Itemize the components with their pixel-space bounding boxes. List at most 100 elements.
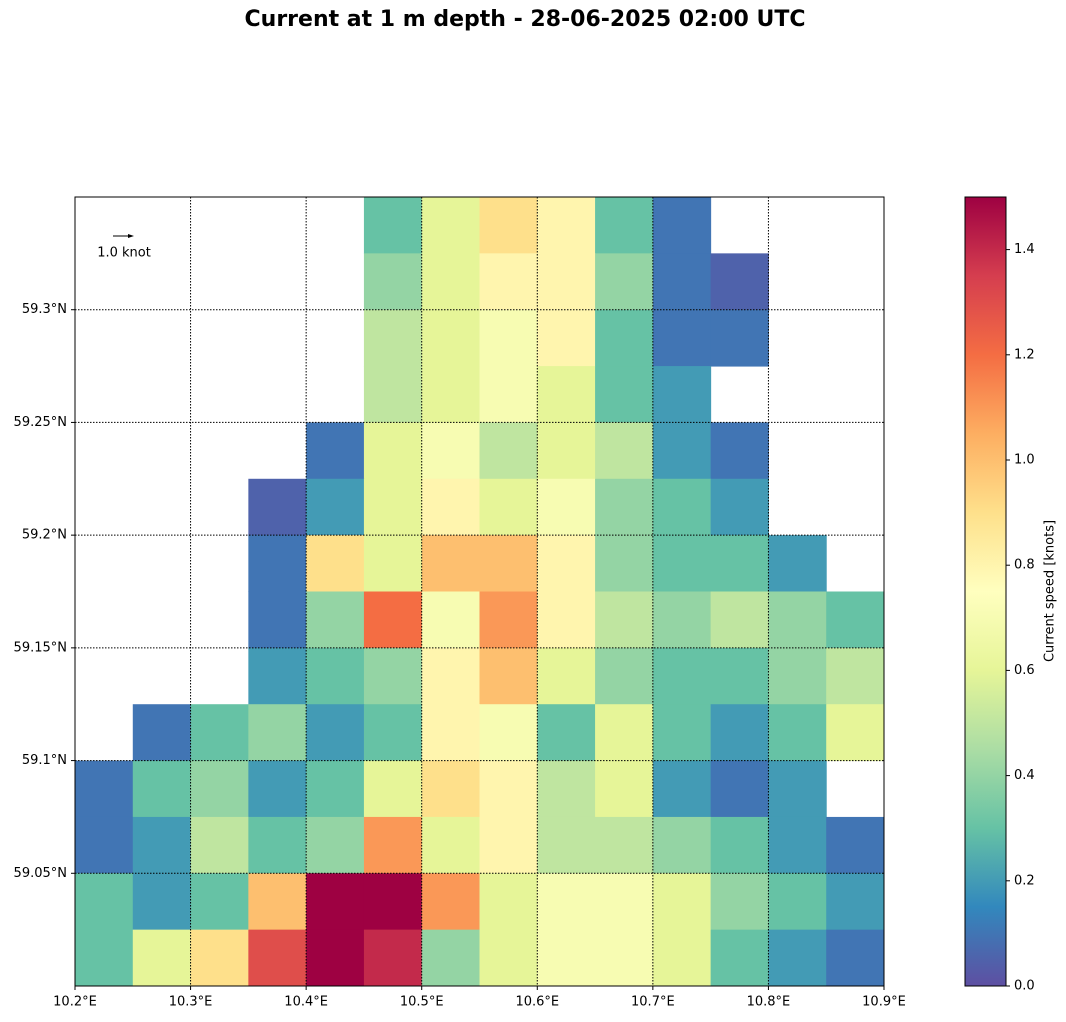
speed-cell bbox=[421, 760, 480, 818]
speed-cell bbox=[421, 197, 480, 254]
speed-cell bbox=[768, 816, 827, 874]
colorbar-tick-label: 0.4 bbox=[1014, 768, 1035, 783]
speed-cell bbox=[75, 760, 134, 818]
colorbar-label: Current speed [knots] bbox=[1043, 520, 1058, 662]
speed-cell bbox=[595, 816, 654, 874]
speed-cell bbox=[537, 478, 596, 536]
speed-cell bbox=[363, 197, 423, 254]
speed-cell bbox=[479, 309, 538, 367]
speed-cell bbox=[479, 873, 538, 931]
x-tick-label: 10.6°E bbox=[515, 995, 559, 1010]
speed-cell bbox=[710, 647, 769, 705]
speed-cell bbox=[75, 929, 134, 987]
speed-cell bbox=[768, 535, 827, 592]
colorbar-tick-label: 1.0 bbox=[1014, 453, 1035, 468]
speed-cell bbox=[652, 591, 712, 649]
speed-cell bbox=[826, 591, 885, 649]
speed-cell bbox=[479, 647, 538, 705]
speed-cell bbox=[826, 816, 885, 874]
speed-cell bbox=[75, 816, 134, 874]
speed-cell bbox=[826, 704, 885, 762]
chart-title: Current at 1 m depth - 28-06-2025 02:00 … bbox=[245, 7, 806, 32]
speed-cell bbox=[768, 760, 827, 818]
speed-cell bbox=[421, 704, 480, 762]
x-tick-label: 10.4°E bbox=[284, 995, 328, 1010]
speed-cell bbox=[595, 478, 654, 536]
speed-cell bbox=[710, 591, 769, 649]
speed-cell bbox=[190, 873, 249, 931]
x-tick-label: 10.9°E bbox=[862, 995, 906, 1010]
speed-cell bbox=[248, 535, 307, 592]
y-tick-label: 59.15°N bbox=[14, 640, 67, 655]
speed-cell bbox=[652, 478, 712, 536]
speed-cell bbox=[479, 478, 538, 536]
speed-cell bbox=[132, 704, 192, 762]
speed-cell bbox=[710, 422, 769, 480]
speed-cell bbox=[595, 929, 654, 987]
speed-cell bbox=[710, 309, 769, 367]
x-tick-label: 10.7°E bbox=[631, 995, 675, 1010]
speed-cell bbox=[652, 873, 712, 931]
speed-cell bbox=[132, 929, 192, 987]
colorbar bbox=[964, 196, 1007, 987]
colorbar-tick-label: 1.4 bbox=[1014, 242, 1035, 257]
speed-cell bbox=[537, 535, 596, 592]
speed-cell bbox=[537, 591, 596, 649]
speed-cell bbox=[710, 253, 769, 311]
speed-cell bbox=[363, 309, 423, 367]
speed-cell bbox=[421, 873, 480, 931]
speed-cell bbox=[652, 366, 712, 423]
speed-cell bbox=[710, 535, 769, 592]
speed-cell bbox=[479, 535, 538, 592]
speed-cell bbox=[595, 760, 654, 818]
speed-cell bbox=[768, 873, 827, 931]
colorbar-tick-label: 0.6 bbox=[1014, 663, 1035, 678]
speed-cell bbox=[363, 422, 423, 480]
speed-cell bbox=[595, 197, 654, 254]
speed-cell bbox=[537, 197, 596, 254]
x-tick-label: 10.2°E bbox=[53, 995, 97, 1010]
speed-cell bbox=[421, 816, 480, 874]
speed-cell bbox=[363, 253, 423, 311]
speed-cell bbox=[306, 535, 365, 592]
speed-cell bbox=[768, 591, 827, 649]
speed-cell bbox=[652, 422, 712, 480]
speed-cell bbox=[710, 873, 769, 931]
speed-cell bbox=[363, 535, 423, 592]
speed-cell bbox=[132, 760, 192, 818]
speed-cell bbox=[710, 704, 769, 762]
colorbar-tick-label: 0.8 bbox=[1014, 558, 1035, 573]
speed-cell bbox=[306, 647, 365, 705]
speed-cell bbox=[537, 760, 596, 818]
speed-cell bbox=[248, 929, 307, 987]
speed-cell bbox=[190, 816, 249, 874]
x-tick-label: 10.8°E bbox=[747, 995, 791, 1010]
speed-cell bbox=[710, 760, 769, 818]
speed-cell bbox=[421, 309, 480, 367]
speed-cell bbox=[132, 816, 192, 874]
speed-cell bbox=[595, 873, 654, 931]
speed-cell bbox=[595, 647, 654, 705]
speed-cell bbox=[190, 929, 249, 987]
speed-cell bbox=[826, 873, 885, 931]
speed-cell bbox=[537, 929, 596, 987]
speed-cell bbox=[363, 478, 423, 536]
speed-cell bbox=[190, 760, 249, 818]
speed-cell bbox=[537, 873, 596, 931]
speed-cell bbox=[595, 309, 654, 367]
speed-cell bbox=[306, 929, 365, 987]
speed-cell bbox=[421, 478, 480, 536]
speed-cell bbox=[306, 873, 365, 931]
speed-cell bbox=[306, 478, 365, 536]
speed-cell bbox=[537, 704, 596, 762]
speed-cell bbox=[306, 816, 365, 874]
speed-cell bbox=[826, 929, 885, 987]
speed-cell bbox=[652, 309, 712, 367]
speed-cell bbox=[363, 816, 423, 874]
speed-cell bbox=[363, 366, 423, 423]
speed-cell bbox=[421, 929, 480, 987]
speed-cell bbox=[248, 816, 307, 874]
speed-cell bbox=[595, 591, 654, 649]
x-tick-label: 10.5°E bbox=[400, 995, 444, 1010]
